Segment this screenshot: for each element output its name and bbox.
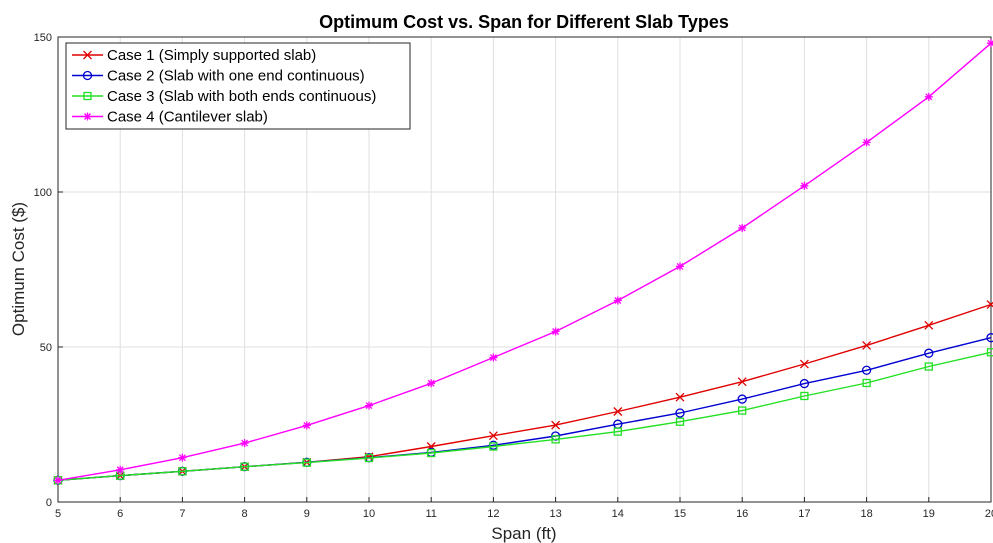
legend-label: Case 3 (Slab with both ends continuous) [107, 88, 376, 105]
data-point [302, 458, 311, 467]
data-point [738, 223, 747, 232]
data-point [987, 39, 993, 48]
data-point [676, 262, 684, 271]
x-axis-label: Span (ft) [491, 524, 556, 543]
data-point [924, 320, 934, 330]
data-point [986, 348, 993, 357]
x-tick-label: 7 [179, 508, 185, 520]
data-point [675, 408, 685, 418]
data-point [427, 448, 436, 458]
data-point [613, 427, 622, 436]
x-tick-label: 6 [117, 508, 123, 520]
data-point [862, 378, 871, 388]
data-point [551, 327, 560, 336]
data-point [862, 340, 872, 350]
legend-box [65, 42, 411, 130]
data-point [924, 362, 933, 371]
legend-label: Case 1 (Simply supported slab) [107, 47, 316, 64]
data-point [675, 417, 685, 426]
x-tick-label: 12 [487, 508, 499, 520]
legend-marker [82, 70, 93, 81]
x-tick-label: 10 [363, 508, 375, 520]
x-tick-label: 5 [55, 508, 61, 520]
series-line-3 [57, 351, 992, 481]
legend: Case 1 (Simply supported slab) Case 2 (Sl… [65, 42, 411, 130]
data-point [551, 435, 560, 444]
data-point [489, 442, 498, 451]
x-tick-label: 13 [549, 508, 561, 520]
x-tick-label: 14 [612, 508, 624, 520]
x-tick-label: 8 [242, 508, 248, 520]
y-tick-label: 100 [34, 187, 52, 199]
data-point [986, 300, 993, 309]
data-point [799, 378, 810, 389]
legend-marker [83, 50, 92, 60]
x-tick-label: 15 [674, 508, 686, 520]
data-point [365, 401, 373, 410]
x-tick-label: 16 [736, 508, 748, 520]
data-point [800, 181, 809, 190]
legend-label: Case 2 (Slab with one end continuous) [107, 68, 365, 85]
data-point [924, 348, 934, 358]
data-point [178, 467, 187, 476]
data-point [489, 353, 498, 362]
data-point [551, 420, 561, 430]
data-point [54, 476, 62, 485]
legend-marker [83, 112, 92, 121]
y-tick-label: 0 [46, 497, 52, 509]
data-point [488, 431, 498, 441]
y-tick-label: 50 [40, 342, 52, 354]
y-axis-label: Optimum Cost ($) [9, 202, 28, 336]
data-point [861, 365, 872, 375]
data-point [738, 406, 747, 415]
data-point [862, 138, 871, 147]
x-tick-label: 17 [798, 508, 810, 520]
legend-marker [83, 91, 92, 101]
data-point [800, 391, 809, 401]
chart-title: Optimum Cost vs. Span for Different Slab… [319, 12, 729, 32]
data-point [178, 453, 187, 462]
x-tick-label: 18 [860, 508, 872, 520]
legend-item: Case 1 (Simply supported slab) [72, 47, 316, 64]
plot-area: 5 6 7 8 9 10 11 12 13 14 15 16 17 18 19 20 0 50 100 150 Case… [34, 32, 993, 520]
x-tick-label: 9 [304, 508, 310, 520]
legend-item: Case 4 (Cantilever slab) [72, 109, 268, 126]
series-4 [54, 39, 993, 485]
legend-label: Case 4 (Cantilever slab) [107, 109, 268, 126]
data-point [924, 92, 933, 101]
data-point [799, 359, 809, 369]
data-point [613, 296, 622, 305]
data-point [302, 421, 311, 430]
x-tick-label: 11 [425, 508, 436, 520]
x-tick-label: 20 [985, 508, 993, 520]
x-tick-label: 19 [923, 508, 935, 520]
axes-box [57, 36, 992, 503]
y-tick-label: 150 [34, 32, 52, 44]
data-point [240, 439, 249, 448]
series-line-4 [57, 42, 992, 481]
legend-item: Case 2 (Slab with one end continuous) [72, 68, 365, 85]
legend-item: Case 3 (Slab with both ends continuous) [72, 88, 376, 105]
data-point [613, 407, 623, 416]
data-point [737, 394, 747, 404]
data-point [240, 462, 249, 471]
data-point [427, 379, 436, 388]
data-point [116, 465, 125, 474]
data-point [737, 377, 747, 387]
data-point [675, 392, 685, 402]
data-point [364, 453, 374, 463]
data-point [986, 333, 993, 343]
